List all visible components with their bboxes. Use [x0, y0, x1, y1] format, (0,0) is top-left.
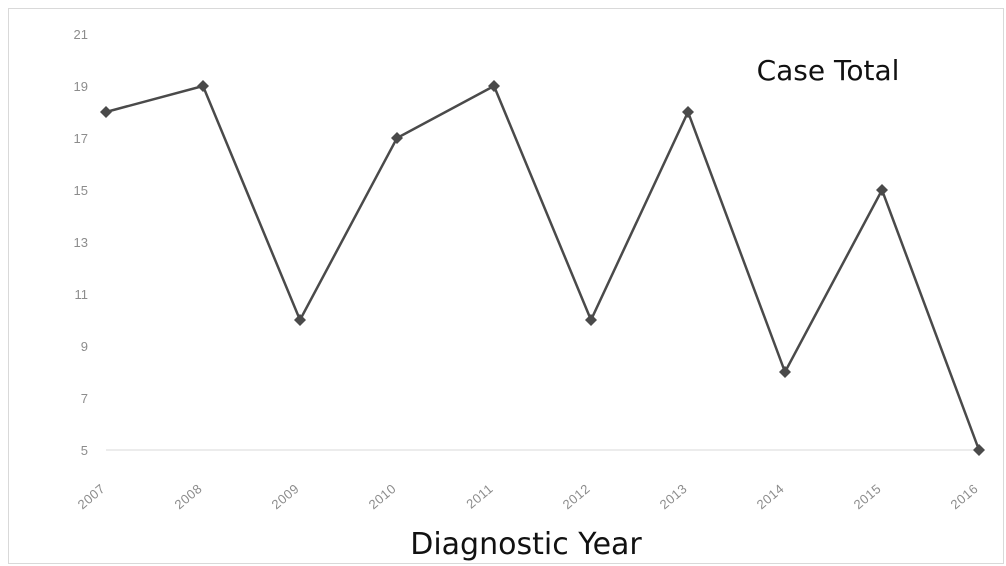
- y-tick-label: 19: [74, 79, 88, 94]
- x-tick-label: 2016: [948, 481, 981, 512]
- data-point-marker: [876, 184, 888, 196]
- series-label: Case Total: [757, 54, 900, 87]
- chart-frame: [8, 8, 1004, 564]
- y-tick-label: 7: [81, 391, 88, 406]
- x-tick-label: 2009: [269, 481, 302, 512]
- x-tick-label: 2012: [560, 481, 593, 512]
- x-tick-label: 2007: [75, 481, 108, 512]
- data-point-marker: [973, 444, 985, 456]
- x-tick-label: 2014: [754, 481, 787, 512]
- x-tick-label: 2015: [851, 481, 884, 512]
- y-tick-label: 13: [74, 235, 88, 250]
- y-tick-label: 21: [74, 27, 88, 42]
- y-tick-label: 17: [74, 131, 88, 146]
- data-point-marker: [197, 80, 209, 92]
- x-tick-label: 2008: [172, 481, 205, 512]
- y-tick-label: 9: [81, 339, 88, 354]
- y-axis-ticks: 5 7 9 11 13 15 17 19 21: [74, 27, 88, 458]
- y-tick-label: 15: [74, 183, 88, 198]
- y-tick-label: 5: [81, 443, 88, 458]
- x-tick-label: 2011: [463, 481, 496, 512]
- x-tick-label: 2010: [366, 481, 399, 512]
- y-tick-label: 11: [75, 287, 89, 302]
- series-line-case-total: [105, 84, 981, 451]
- x-axis-ticks: 2007 2008 2009 2010 2011 2012 2013 2014 2015 2016: [75, 481, 981, 512]
- data-point-marker: [488, 80, 500, 92]
- data-point-marker: [391, 132, 403, 144]
- x-tick-label: 2013: [657, 481, 690, 512]
- x-axis-title: Diagnostic Year: [410, 527, 642, 562]
- data-point-marker: [585, 314, 597, 326]
- series-markers: [100, 80, 985, 456]
- data-point-marker: [294, 314, 306, 326]
- data-point-marker: [100, 106, 112, 118]
- data-point-marker: [682, 106, 694, 118]
- data-point-marker: [779, 366, 791, 378]
